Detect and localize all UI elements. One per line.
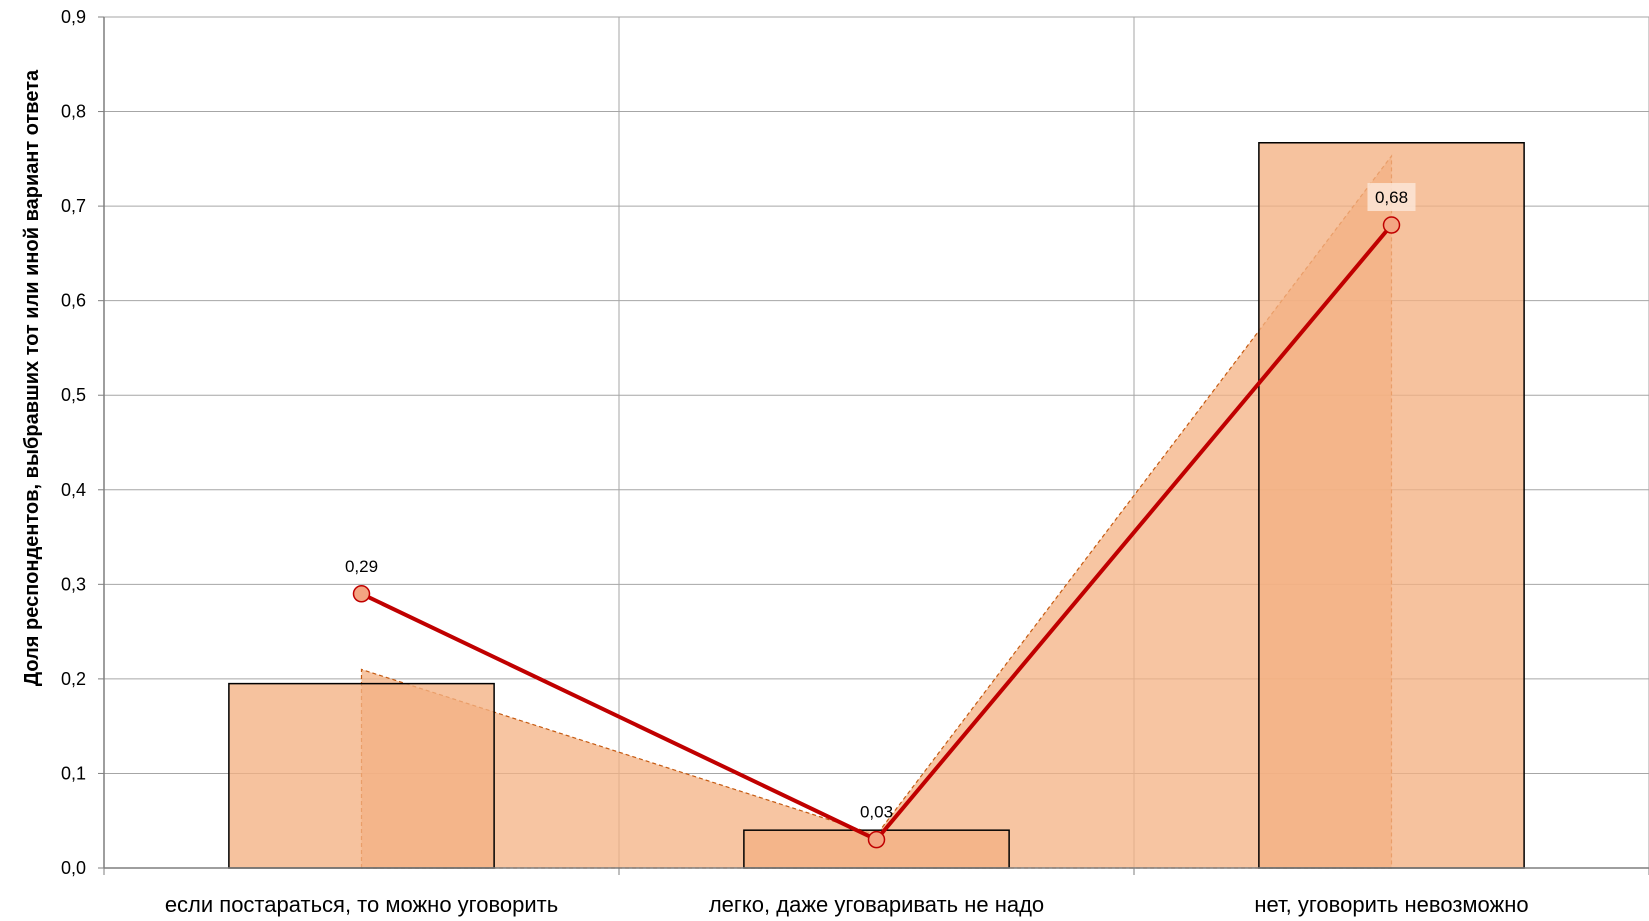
axis-layer [98,16,1649,875]
y-tick-label: 0,5 [61,385,86,405]
x-category-label: нет, уговорить невозможно [1254,892,1528,917]
y-tick-label: 0,4 [61,480,86,500]
y-tick-label: 0,8 [61,102,86,122]
label-layer: 0,0 0,1 0,2 0,3 0,4 0,5 0,6 0,7 0,8 0,9 0,29 0,03 0,… [61,7,1529,917]
line-layer [352,216,1401,849]
y-tick-label: 0,6 [61,291,86,311]
y-axis-title: Доля респондентов, выбравших тот или ино… [21,69,43,686]
x-category-label: легко, даже уговаривать не надо [709,892,1044,917]
x-category-label: если постараться, то можно уговорить [165,892,558,917]
bar [1258,142,1525,869]
data-label: 0,03 [860,803,893,822]
area-series [360,154,1393,869]
line-point [352,585,371,603]
line-point [867,830,886,849]
y-tick-label: 0,9 [61,7,86,27]
data-label: 0,68 [1375,188,1408,207]
bar [743,829,1010,869]
data-label: 0,29 [345,557,378,576]
y-tick-label: 0,3 [61,574,86,594]
area-layer [360,154,1393,869]
y-tick-label: 0,1 [61,763,86,783]
line-point [1382,216,1401,234]
y-tick-label: 0,2 [61,669,86,689]
bar [228,682,495,869]
y-tick-label: 0,0 [61,858,86,878]
data-label-bg [1367,183,1416,212]
bar-layer [228,142,1525,869]
y-tick-label: 0,7 [61,196,86,216]
